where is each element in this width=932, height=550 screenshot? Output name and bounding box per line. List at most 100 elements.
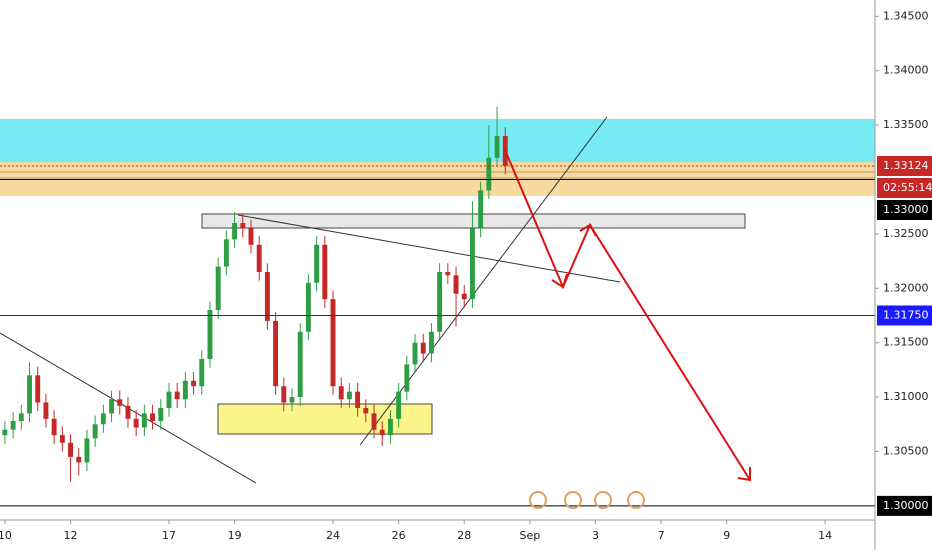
y-tick-label: 1.33500 xyxy=(883,118,929,131)
candle-body xyxy=(256,244,262,272)
candle-body xyxy=(396,391,402,419)
y-tick-label: 1.31000 xyxy=(883,390,929,403)
x-tick-label: Sep xyxy=(519,529,540,542)
candle-body xyxy=(174,391,180,400)
x-tick-label: 3 xyxy=(592,529,599,542)
countdown: 02:55:14 xyxy=(883,181,932,194)
resistance-zone xyxy=(0,119,875,162)
candle-body xyxy=(35,375,41,403)
price-label-box xyxy=(877,156,932,177)
event-icon xyxy=(529,491,547,509)
candle-body xyxy=(51,418,57,436)
candle-body xyxy=(182,380,188,400)
candle-body xyxy=(240,223,246,229)
x-tick-label: 14 xyxy=(818,529,832,542)
price-label: 1.31750 xyxy=(883,308,929,321)
candle-body xyxy=(191,380,197,387)
y-tick-label: 1.30500 xyxy=(883,444,929,457)
price-label: 1.30000 xyxy=(883,499,929,512)
candle-body xyxy=(125,405,131,419)
projection xyxy=(504,149,751,482)
candle-body xyxy=(43,402,49,419)
candle-body xyxy=(215,266,221,311)
candle-body xyxy=(420,342,426,354)
arrow-head xyxy=(737,467,751,482)
y-tick-label: 1.32500 xyxy=(883,227,929,240)
candle-body xyxy=(453,275,459,294)
candle-body xyxy=(346,391,352,400)
candle-body xyxy=(158,407,164,422)
candle-body xyxy=(314,244,320,283)
candle-body xyxy=(387,418,393,436)
candle-body xyxy=(494,135,500,158)
candle-body xyxy=(355,391,361,408)
candle-body xyxy=(428,331,434,354)
y-tick-label: 1.31500 xyxy=(883,336,929,349)
y-tick-label: 1.34000 xyxy=(883,64,929,77)
candle-body xyxy=(232,223,238,240)
candle-body xyxy=(27,375,32,414)
candle-body xyxy=(199,358,205,387)
candle-body xyxy=(273,320,279,387)
candle-body xyxy=(461,293,467,300)
candle-body xyxy=(297,331,303,398)
candle-body xyxy=(10,421,16,430)
candle-body xyxy=(133,418,139,428)
candle-body xyxy=(338,386,344,400)
event-icon xyxy=(594,491,612,509)
x-tick-label: 12 xyxy=(64,529,78,542)
event-icon xyxy=(627,491,645,509)
candle-body xyxy=(68,442,73,457)
event-icon xyxy=(564,491,582,509)
candle-body xyxy=(248,228,254,245)
axes: 1.34500 1.34000 1.33500 1.32500 1.32000 1.315… xyxy=(0,9,932,542)
candle-body xyxy=(486,157,492,191)
candle-body xyxy=(207,310,213,359)
x-tick-label: 24 xyxy=(326,529,340,542)
candle-body xyxy=(379,429,385,436)
plot-area xyxy=(0,106,875,507)
candle-body xyxy=(469,228,475,300)
candle-body xyxy=(109,399,115,414)
x-tick-label: 10 xyxy=(0,529,12,542)
candle-body xyxy=(117,399,123,406)
price-label-box xyxy=(877,495,932,516)
candle-body xyxy=(92,424,98,439)
candle-body xyxy=(100,413,106,425)
x-tick-label: 17 xyxy=(162,529,176,542)
trendline xyxy=(359,116,608,446)
range-box xyxy=(201,213,746,229)
candle-body xyxy=(305,282,311,332)
arrow-head xyxy=(579,223,597,237)
candle-body xyxy=(150,413,156,422)
price-label-box xyxy=(877,305,932,326)
candle-body xyxy=(223,239,229,267)
candle-body xyxy=(59,435,65,443)
candle-body xyxy=(412,342,418,365)
candle-body xyxy=(330,299,336,387)
arrow-head xyxy=(551,273,568,289)
candle-body xyxy=(322,244,328,300)
candle-body xyxy=(437,271,443,332)
x-tick-label: 26 xyxy=(392,529,406,542)
candle-body xyxy=(445,271,451,276)
candle-body xyxy=(84,438,90,463)
price-label: 1.33000 xyxy=(883,203,929,216)
x-tick-label: 19 xyxy=(228,529,242,542)
countdown-box xyxy=(877,178,932,199)
candle-body xyxy=(363,407,369,414)
candle-body xyxy=(76,456,82,463)
candle-body xyxy=(404,364,410,392)
price-label: 1.33124 xyxy=(883,159,929,172)
x-tick-label: 28 xyxy=(457,529,471,542)
candle-body xyxy=(264,271,270,321)
candle-body xyxy=(478,190,484,229)
candle-body xyxy=(371,413,377,430)
candle-body xyxy=(18,413,24,422)
x-tick-label: 7 xyxy=(658,529,665,542)
candle-body xyxy=(281,386,287,403)
y-tick-label: 1.34500 xyxy=(883,9,929,22)
price-label-box xyxy=(877,200,932,221)
x-tick-label: 9 xyxy=(723,529,730,542)
